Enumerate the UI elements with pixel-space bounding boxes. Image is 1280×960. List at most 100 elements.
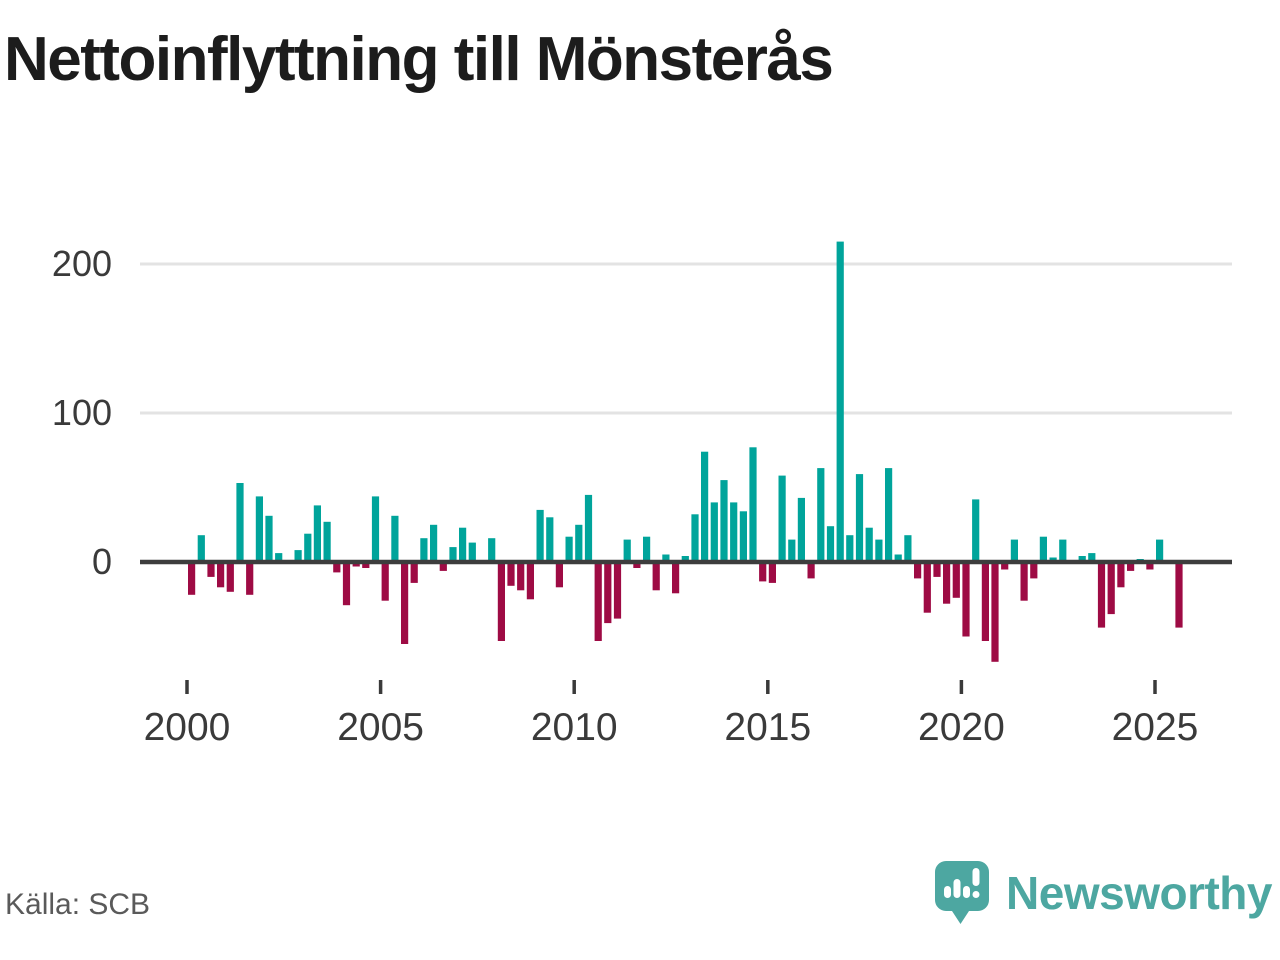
bar-2010Q1	[575, 524, 583, 563]
bar-2007Q2	[468, 542, 476, 562]
bar-2009Q2	[546, 517, 554, 562]
bar-2003Q3	[323, 521, 331, 562]
bar-2012Q3	[672, 562, 680, 594]
bar-2025Q3	[1175, 562, 1183, 628]
page-title: Nettoinflyttning till Mönsterås	[4, 25, 834, 94]
bar-2020Q4	[991, 562, 999, 662]
bar-2003Q2	[313, 505, 321, 562]
bar-2010Q3	[594, 562, 602, 641]
bar-2022Q1	[1039, 536, 1047, 562]
bar-2017Q4	[875, 539, 883, 562]
bar-2006Q4	[449, 547, 457, 562]
bar-2021Q1	[1001, 562, 1009, 570]
bar-2008Q3	[517, 562, 525, 591]
bar-2017Q2	[855, 474, 864, 562]
bar-2008Q1	[497, 562, 505, 641]
bar-2001Q3	[246, 562, 254, 595]
bar-2014Q1	[730, 502, 738, 562]
bar-2025Q1	[1156, 539, 1164, 562]
bar-2000Q4	[217, 562, 225, 588]
bar-2000Q3	[207, 562, 215, 577]
bar-2008Q4	[526, 562, 534, 600]
bar-2023Q2	[1088, 553, 1096, 562]
bar-2021Q3	[1020, 562, 1028, 601]
bar-2013Q4	[720, 480, 728, 563]
bar-2021Q4	[1030, 562, 1038, 579]
x-tick-label-2020: 2020	[918, 706, 1005, 749]
bar-2015Q3	[788, 539, 796, 562]
bar-2002Q1	[265, 515, 273, 562]
bar-2012Q1	[652, 562, 660, 591]
bar-2018Q3	[904, 535, 912, 562]
bar-2015Q4	[797, 497, 805, 562]
bar-2023Q1	[1078, 556, 1086, 562]
bar-2006Q3	[439, 562, 447, 571]
bar-2011Q2	[623, 539, 631, 562]
y-tick-label-100: 100	[52, 392, 112, 433]
bar-2020Q1	[962, 562, 970, 637]
bar-2019Q2	[933, 562, 941, 577]
bar-2018Q2	[894, 554, 902, 562]
bar-2003Q4	[333, 562, 341, 573]
bar-2002Q2	[275, 553, 283, 562]
newsworthy-logo-link[interactable]: Newsworthy	[934, 858, 1272, 928]
newsworthy-wordmark: Newsworthy	[1006, 867, 1272, 919]
bar-2001Q4	[255, 496, 263, 562]
bar-2024Q2	[1127, 562, 1135, 571]
bar-2016Q1	[807, 562, 815, 579]
bar-2006Q1	[420, 538, 428, 562]
y-tick-label-200: 200	[52, 243, 112, 284]
bar-2010Q2	[584, 494, 593, 562]
bar-2024Q1	[1117, 562, 1125, 588]
bar-2010Q4	[604, 562, 612, 624]
bar-2001Q1	[226, 562, 234, 592]
x-tick-label-2025: 2025	[1112, 706, 1199, 749]
bar-2004Q4	[371, 496, 380, 562]
bar-2004Q3	[362, 562, 370, 568]
bar-2001Q2	[236, 483, 244, 562]
x-tick-label-2010: 2010	[531, 706, 618, 749]
bar-2009Q1	[536, 509, 544, 562]
bar-2005Q3	[401, 562, 409, 644]
bar-2005Q1	[381, 562, 389, 601]
bar-2016Q3	[826, 526, 835, 562]
bar-2020Q3	[981, 562, 989, 641]
bar-2023Q3	[1097, 562, 1106, 628]
x-tick-label-2005: 2005	[337, 706, 424, 749]
bar-2011Q4	[643, 536, 651, 562]
source-note: Källa: SCB	[5, 888, 151, 921]
bar-2015Q1	[768, 562, 776, 583]
bar-2009Q4	[565, 536, 573, 562]
x-tick-label-2000: 2000	[144, 706, 231, 749]
bar-2014Q4	[759, 562, 767, 582]
bar-2017Q1	[846, 535, 854, 562]
bar-2003Q1	[304, 533, 312, 562]
bar-2019Q3	[943, 562, 951, 604]
bar-2005Q4	[410, 562, 418, 583]
bar-2000Q1	[188, 562, 196, 595]
bar-2006Q2	[430, 524, 438, 563]
bar-2015Q2	[778, 475, 786, 562]
bar-2019Q4	[952, 562, 960, 598]
bar-2008Q2	[507, 562, 515, 586]
bar-2000Q2	[197, 535, 205, 562]
bar-2018Q4	[914, 562, 922, 579]
bar-2017Q3	[865, 527, 873, 562]
bar-2002Q4	[294, 550, 302, 562]
bar-2014Q3	[749, 447, 757, 562]
bar-2022Q3	[1059, 539, 1067, 562]
bar-2014Q2	[739, 511, 747, 562]
bar-2019Q1	[923, 562, 931, 613]
bar-2013Q2	[701, 451, 709, 562]
bar-2016Q2	[817, 468, 825, 562]
bar-2024Q4	[1146, 562, 1154, 570]
bar-2011Q1	[613, 562, 622, 619]
bar-2018Q1	[885, 468, 893, 562]
bar-2013Q3	[710, 502, 718, 562]
y-tick-label-0: 0	[92, 541, 112, 582]
bar-2007Q4	[488, 538, 496, 562]
bar-2009Q3	[555, 562, 563, 588]
bar-2012Q4	[681, 556, 689, 562]
